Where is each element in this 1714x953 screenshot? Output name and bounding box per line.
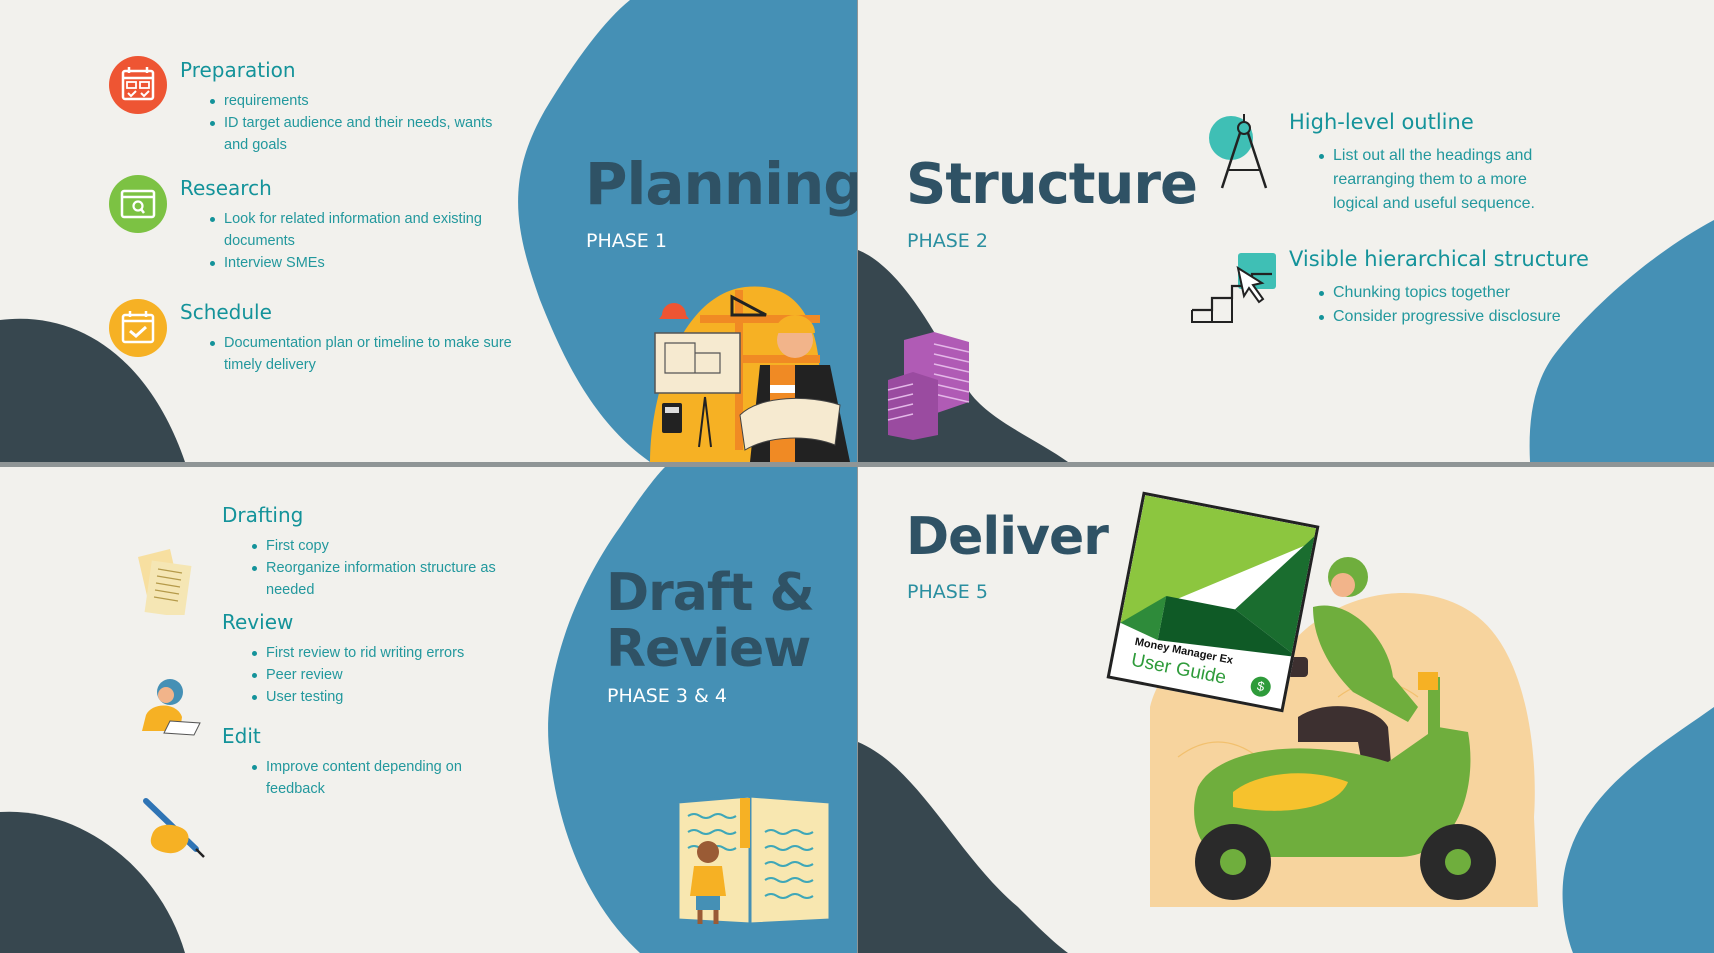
- compass-icon: [1209, 114, 1268, 189]
- list-item: requirements: [210, 90, 508, 112]
- slide-draft-review: Drafting First copy Reorganize informati…: [0, 467, 857, 953]
- construction-worker-illustration: [650, 286, 850, 462]
- bullet-list: Chunking topics together Consider progre…: [1317, 281, 1663, 329]
- draft-item-edit: Edit Improve content depending on feedba…: [222, 724, 522, 800]
- list-item: ID target audience and their needs, want…: [210, 112, 508, 156]
- item-heading: Drafting: [222, 503, 304, 527]
- item-heading: Preparation: [180, 58, 296, 82]
- item-heading: Review: [222, 610, 294, 634]
- slide-title-line-1: Draft &: [606, 563, 815, 623]
- list-item: First review to rid writing errors: [252, 642, 536, 664]
- item-heading: Research: [180, 176, 272, 200]
- phase-label: PHASE 5: [907, 581, 988, 603]
- planning-item-preparation: Preparation requirements ID target audie…: [180, 58, 492, 156]
- calendar-icon: [109, 56, 167, 114]
- list-item: First copy: [252, 535, 536, 557]
- slide-deliver: Deliver PHASE 5 Money Manager Ex User Gu…: [858, 467, 1714, 953]
- stairs-cursor-icon: [1191, 253, 1276, 323]
- calendar-check-icon: [109, 299, 167, 357]
- slide-title-line-2: Review: [606, 619, 811, 679]
- bullet-list: First copy Reorganize information struct…: [250, 535, 536, 601]
- draft-item-review: Review First review to rid writing error…: [222, 610, 522, 708]
- list-item: Peer review: [252, 664, 536, 686]
- phase-label: PHASE 2: [907, 230, 988, 252]
- bullet-list: Improve content depending on feedback: [250, 756, 506, 800]
- planning-item-schedule: Schedule Documentation plan or timeline …: [180, 300, 512, 376]
- item-heading: Edit: [222, 724, 261, 748]
- papers-icon: [138, 549, 192, 615]
- list-item: Look for related information and existin…: [210, 208, 484, 252]
- slide-title: Draft & Review: [606, 563, 815, 679]
- item-heading: Visible hierarchical structure: [1289, 247, 1589, 271]
- book-stack-illustration: [887, 332, 970, 440]
- open-book-illustration: [676, 794, 832, 926]
- slide-title: Planning: [585, 150, 857, 218]
- slide-planning: Preparation requirements ID target audie…: [0, 0, 857, 462]
- browser-search-icon: [109, 175, 167, 233]
- draft-item-drafting: Drafting First copy Reorganize informati…: [222, 503, 522, 601]
- hand-writing-icon: [143, 798, 205, 858]
- bullet-list: Documentation plan or timeline to make s…: [208, 332, 514, 376]
- list-item: List out all the headings and rearrangin…: [1319, 144, 1568, 216]
- bullet-list: Look for related information and existin…: [208, 208, 484, 274]
- planning-item-research: Research Look for related information an…: [180, 176, 482, 274]
- structure-item-outline: High-level outline List out all the head…: [1289, 110, 1629, 216]
- list-item: Improve content depending on feedback: [252, 756, 506, 800]
- phase-label: PHASE 1: [586, 230, 667, 252]
- list-item: User testing: [252, 686, 536, 708]
- list-item: Consider progressive disclosure: [1319, 305, 1663, 329]
- list-item: Chunking topics together: [1319, 281, 1663, 305]
- item-heading: High-level outline: [1289, 110, 1474, 134]
- slide-background-shapes: [858, 707, 1714, 953]
- bullet-list: requirements ID target audience and thei…: [208, 90, 508, 156]
- bullet-list: First review to rid writing errors Peer …: [250, 642, 536, 708]
- list-item: Reorganize information structure as need…: [252, 557, 536, 601]
- user-guide-book: Money Manager Ex User Guide $: [1106, 491, 1320, 713]
- list-item: Interview SMEs: [210, 252, 484, 274]
- slide-title: Deliver: [906, 507, 1109, 567]
- list-item: Documentation plan or timeline to make s…: [210, 332, 514, 376]
- person-reading-icon: [142, 679, 201, 736]
- item-heading: Schedule: [180, 300, 272, 324]
- phase-label: PHASE 3 & 4: [607, 685, 727, 707]
- structure-item-hierarchy: Visible hierarchical structure Chunking …: [1289, 247, 1649, 329]
- slide-structure: Structure PHASE 2 High-level outline Lis…: [858, 0, 1714, 462]
- bullet-list: List out all the headings and rearrangin…: [1317, 144, 1568, 216]
- slide-title: Structure: [906, 152, 1198, 217]
